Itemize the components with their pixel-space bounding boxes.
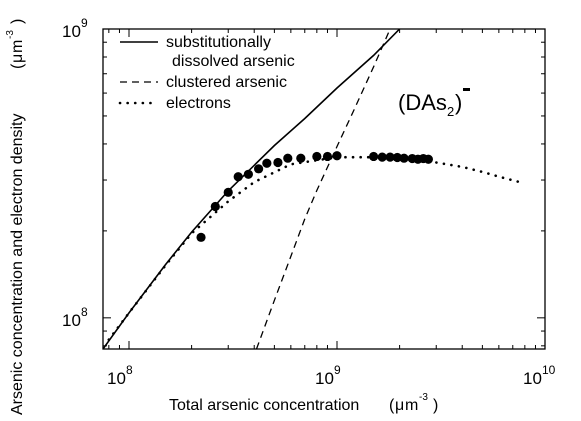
series-layer xyxy=(103,29,527,349)
series-line-substitutionally-dissolved xyxy=(103,29,401,349)
y-axis-unit-close: ) xyxy=(9,19,26,24)
x-tick-exponent: 8 xyxy=(126,363,133,377)
data-point xyxy=(233,172,243,182)
y-axis-unit-open: ( xyxy=(9,63,26,69)
data-point xyxy=(196,232,206,242)
x-axis-title: Total arsenic concentration xyxy=(169,397,359,414)
y-axis-unit-exp: -3 xyxy=(5,30,16,39)
x-axis-unit-mu: μ xyxy=(395,397,404,414)
y-tick-label: 10 9 xyxy=(62,16,88,41)
y-axis-label: Arsenic concentration and electron densi… xyxy=(5,19,26,415)
x-axis-label: Total arsenic concentration ( μ m -3 ) xyxy=(169,392,438,414)
y-axis-unit-m: m xyxy=(9,40,26,53)
y-axis-title: Arsenic concentration and electron densi… xyxy=(9,113,26,415)
data-point xyxy=(332,151,342,161)
y-tick-exponent: 8 xyxy=(81,305,88,319)
legend-label: substitutionally xyxy=(166,34,271,51)
species-annotation: (DAs 2 ) xyxy=(398,88,470,119)
legend-entry-dashed: clustered arsenic xyxy=(120,74,287,91)
y-tick-base: 10 xyxy=(62,22,81,41)
data-point xyxy=(399,153,409,163)
x-tick-base: 10 xyxy=(315,369,334,388)
data-point xyxy=(392,152,402,163)
plot-frame xyxy=(102,28,546,350)
data-point xyxy=(385,152,395,162)
y-tick-base: 10 xyxy=(62,311,81,330)
data-point xyxy=(223,187,233,197)
legend-label: clustered arsenic xyxy=(166,74,287,91)
x-tick-base: 10 xyxy=(523,369,542,388)
tick-marks xyxy=(103,28,546,349)
x-axis-unit-open: ( xyxy=(389,397,395,414)
annotation-charge xyxy=(463,88,470,91)
data-point xyxy=(377,152,387,162)
x-tick-label: 10 10 xyxy=(523,363,556,388)
y-tick-label: 10 8 xyxy=(62,305,88,330)
data-point xyxy=(254,164,264,174)
y-axis-unit-mu: μ xyxy=(9,54,26,63)
data-point xyxy=(262,158,272,168)
data-point xyxy=(312,151,322,162)
x-axis-unit-close: ) xyxy=(433,397,438,414)
x-tick-base: 10 xyxy=(107,369,126,388)
annotation-open: (DAs xyxy=(398,90,447,115)
data-point xyxy=(210,201,220,212)
plot-area-border xyxy=(102,28,546,350)
data-point xyxy=(369,151,379,162)
legend-entry-solid: substitutionally dissolved arsenic xyxy=(120,34,295,70)
x-axis-unit-m: m xyxy=(405,397,418,414)
data-point xyxy=(243,169,253,179)
data-point xyxy=(296,153,306,163)
legend-label: dissolved arsenic xyxy=(172,53,295,70)
data-point xyxy=(283,153,293,163)
y-tick-exponent: 9 xyxy=(81,16,88,30)
legend-entry-dotted: electrons xyxy=(118,95,231,112)
series-line-clustered xyxy=(255,29,391,349)
legend-label: electrons xyxy=(166,95,231,112)
data-point xyxy=(322,151,333,162)
x-tick-exponent: 10 xyxy=(542,363,556,377)
annotation-close: ) xyxy=(455,90,462,115)
annotation-subscript: 2 xyxy=(447,104,454,119)
x-axis-unit-exp: -3 xyxy=(419,392,428,403)
series-line-electrons xyxy=(107,155,527,341)
x-tick-exponent: 9 xyxy=(334,363,341,377)
data-point xyxy=(273,157,283,168)
data-point xyxy=(423,154,433,164)
legend: substitutionally dissolved arsenic cluster… xyxy=(118,34,295,112)
x-tick-label: 10 8 xyxy=(107,363,133,388)
x-tick-label: 10 9 xyxy=(315,363,341,388)
